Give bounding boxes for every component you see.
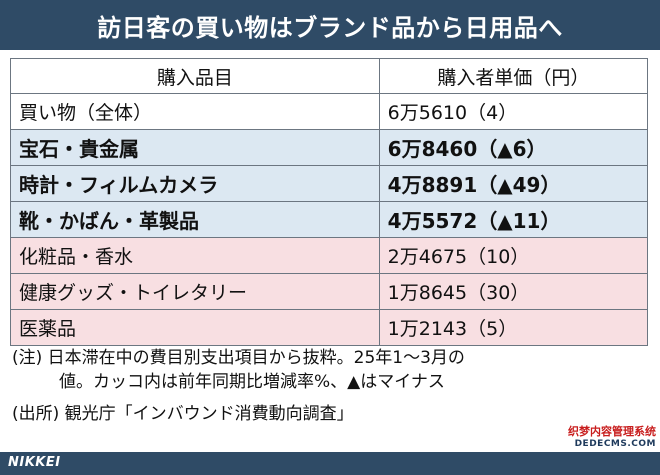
row-item: 医薬品 (10, 309, 380, 346)
watermark-line-1: 织梦内容管理系统 (568, 425, 656, 438)
row-item: 健康グッズ・トイレタリー (10, 273, 380, 310)
row-item: 買い物（全体） (10, 93, 380, 130)
note-line-2: 値。カッコ内は前年同期比増減率%、▲はマイナス (59, 372, 445, 392)
purchase-table: 購入品目 購入者単価（円） 買い物（全体） 6万5610（4） 宝石・貴金属 6… (10, 58, 649, 346)
notes: (注) 日本滞在中の費目別支出項目から抜粋。25年1～3月の 値。カッコ内は前年… (12, 346, 652, 426)
table-row: 靴・かばん・革製品 4万5572（▲11） (10, 201, 649, 238)
table-row: 医薬品 1万2143（5） (10, 309, 649, 346)
table-row: 時計・フィルムカメラ 4万8891（▲49） (10, 165, 649, 202)
row-item: 化粧品・香水 (10, 237, 380, 274)
row-value: 4万5572（▲11） (378, 201, 649, 238)
row-value: 4万8891（▲49） (378, 165, 649, 202)
header-item: 購入品目 (10, 58, 380, 94)
row-item: 宝石・貴金属 (10, 129, 380, 166)
footer-bar: NIKKEI (0, 452, 660, 475)
row-value: 2万4675（10） (378, 237, 649, 274)
table-row: 買い物（全体） 6万5610（4） (10, 93, 649, 130)
row-value: 1万8645（30） (378, 273, 649, 310)
row-value: 6万5610（4） (378, 93, 649, 130)
row-item: 靴・かばん・革製品 (10, 201, 380, 238)
source-line: (出所) 観光庁「インバウンド消費動向調査」 (12, 404, 354, 424)
watermark: 织梦内容管理系统 DEDECMS.COM (568, 423, 656, 449)
table-row: 健康グッズ・トイレタリー 1万8645（30） (10, 273, 649, 310)
table-header-row: 購入品目 購入者単価（円） (10, 58, 649, 94)
row-item: 時計・フィルムカメラ (10, 165, 380, 202)
note-line-1: (注) 日本滞在中の費目別支出項目から抜粋。25年1～3月の (12, 348, 465, 368)
row-value: 6万8460（▲6） (378, 129, 649, 166)
table-row: 化粧品・香水 2万4675（10） (10, 237, 649, 274)
watermark-line-2: DEDECMS.COM (574, 439, 656, 449)
nikkei-logo: NIKKEI (8, 455, 61, 470)
table-row: 宝石・貴金属 6万8460（▲6） (10, 129, 649, 166)
title: 訪日客の買い物はブランド品から日用品へ (97, 13, 563, 42)
title-bar: 訪日客の買い物はブランド品から日用品へ (0, 0, 660, 50)
row-value: 1万2143（5） (378, 309, 649, 346)
header-value: 購入者単価（円） (378, 58, 649, 94)
